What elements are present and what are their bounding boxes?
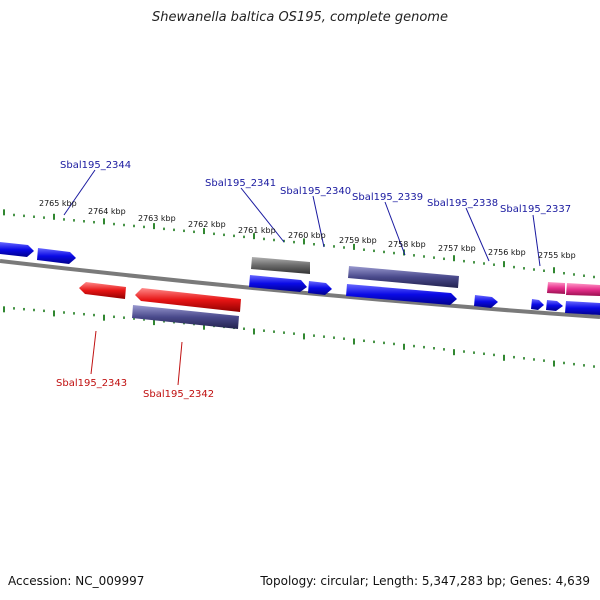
- scale-label: 2763 kbp: [138, 214, 176, 223]
- cds-feature[interactable]: [308, 281, 332, 295]
- scale-labels: 2765 kbp 2764 kbp 2763 kbp 2762 kbp 2761…: [39, 199, 576, 260]
- gene-label[interactable]: Sbal195_2343: [56, 378, 127, 389]
- gene-label[interactable]: Sbal195_2341: [205, 178, 276, 189]
- genome-summary-text: Topology: circular; Length: 5,347,283 bp…: [260, 574, 590, 588]
- gene-label[interactable]: Sbal195_2339: [352, 192, 423, 203]
- cds-feature[interactable]: [249, 275, 307, 292]
- cds-feature[interactable]: [546, 300, 563, 311]
- forward-strand-features: [0, 242, 600, 315]
- scale-label: 2755 kbp: [538, 251, 576, 260]
- map-title: Shewanella baltica OS195, complete genom…: [152, 10, 448, 25]
- scale-label: 2765 kbp: [39, 199, 77, 208]
- blast-hit-feature[interactable]: [132, 305, 239, 329]
- rna-feature[interactable]: [547, 282, 565, 294]
- scale-label: 2758 kbp: [388, 240, 426, 249]
- cds-feature[interactable]: [474, 295, 498, 308]
- accession-text: Accession: NC_009997: [8, 574, 145, 588]
- scale-label: 2760 kbp: [288, 231, 326, 240]
- outer-scale-ticks: [3, 209, 595, 279]
- scale-label: 2761 kbp: [238, 226, 276, 235]
- cds-feature[interactable]: [346, 284, 457, 305]
- reverse-strand-features: [79, 282, 241, 329]
- scale-label: 2757 kbp: [438, 244, 476, 253]
- cds-feature[interactable]: [37, 248, 76, 264]
- gene-labels: Sbal195_2344 Sbal195_2341 Sbal195_2340 S…: [56, 160, 571, 400]
- gene-label[interactable]: Sbal195_2337: [500, 204, 571, 215]
- gene-label[interactable]: Sbal195_2338: [427, 198, 498, 209]
- gene-label[interactable]: Sbal195_2344: [60, 160, 131, 171]
- cds-feature[interactable]: [565, 301, 600, 315]
- gene-label[interactable]: Sbal195_2342: [143, 389, 214, 400]
- blast-hit-feature[interactable]: [348, 266, 459, 288]
- scale-label: 2762 kbp: [188, 220, 226, 229]
- gray-hit-feature[interactable]: [251, 257, 310, 274]
- cds-feature[interactable]: [0, 242, 34, 257]
- label-leader-lines: [63, 169, 541, 386]
- cds-feature[interactable]: [135, 288, 241, 312]
- gene-label[interactable]: Sbal195_2340: [280, 186, 351, 197]
- scale-label: 2764 kbp: [88, 207, 126, 216]
- inner-scale-ticks: [3, 306, 595, 368]
- rna-feature[interactable]: [566, 283, 600, 296]
- cds-feature[interactable]: [531, 299, 544, 310]
- cds-feature[interactable]: [79, 282, 126, 299]
- genome-backbone: [0, 259, 600, 319]
- scale-label: 2759 kbp: [339, 236, 377, 245]
- scale-label: 2756 kbp: [488, 248, 526, 257]
